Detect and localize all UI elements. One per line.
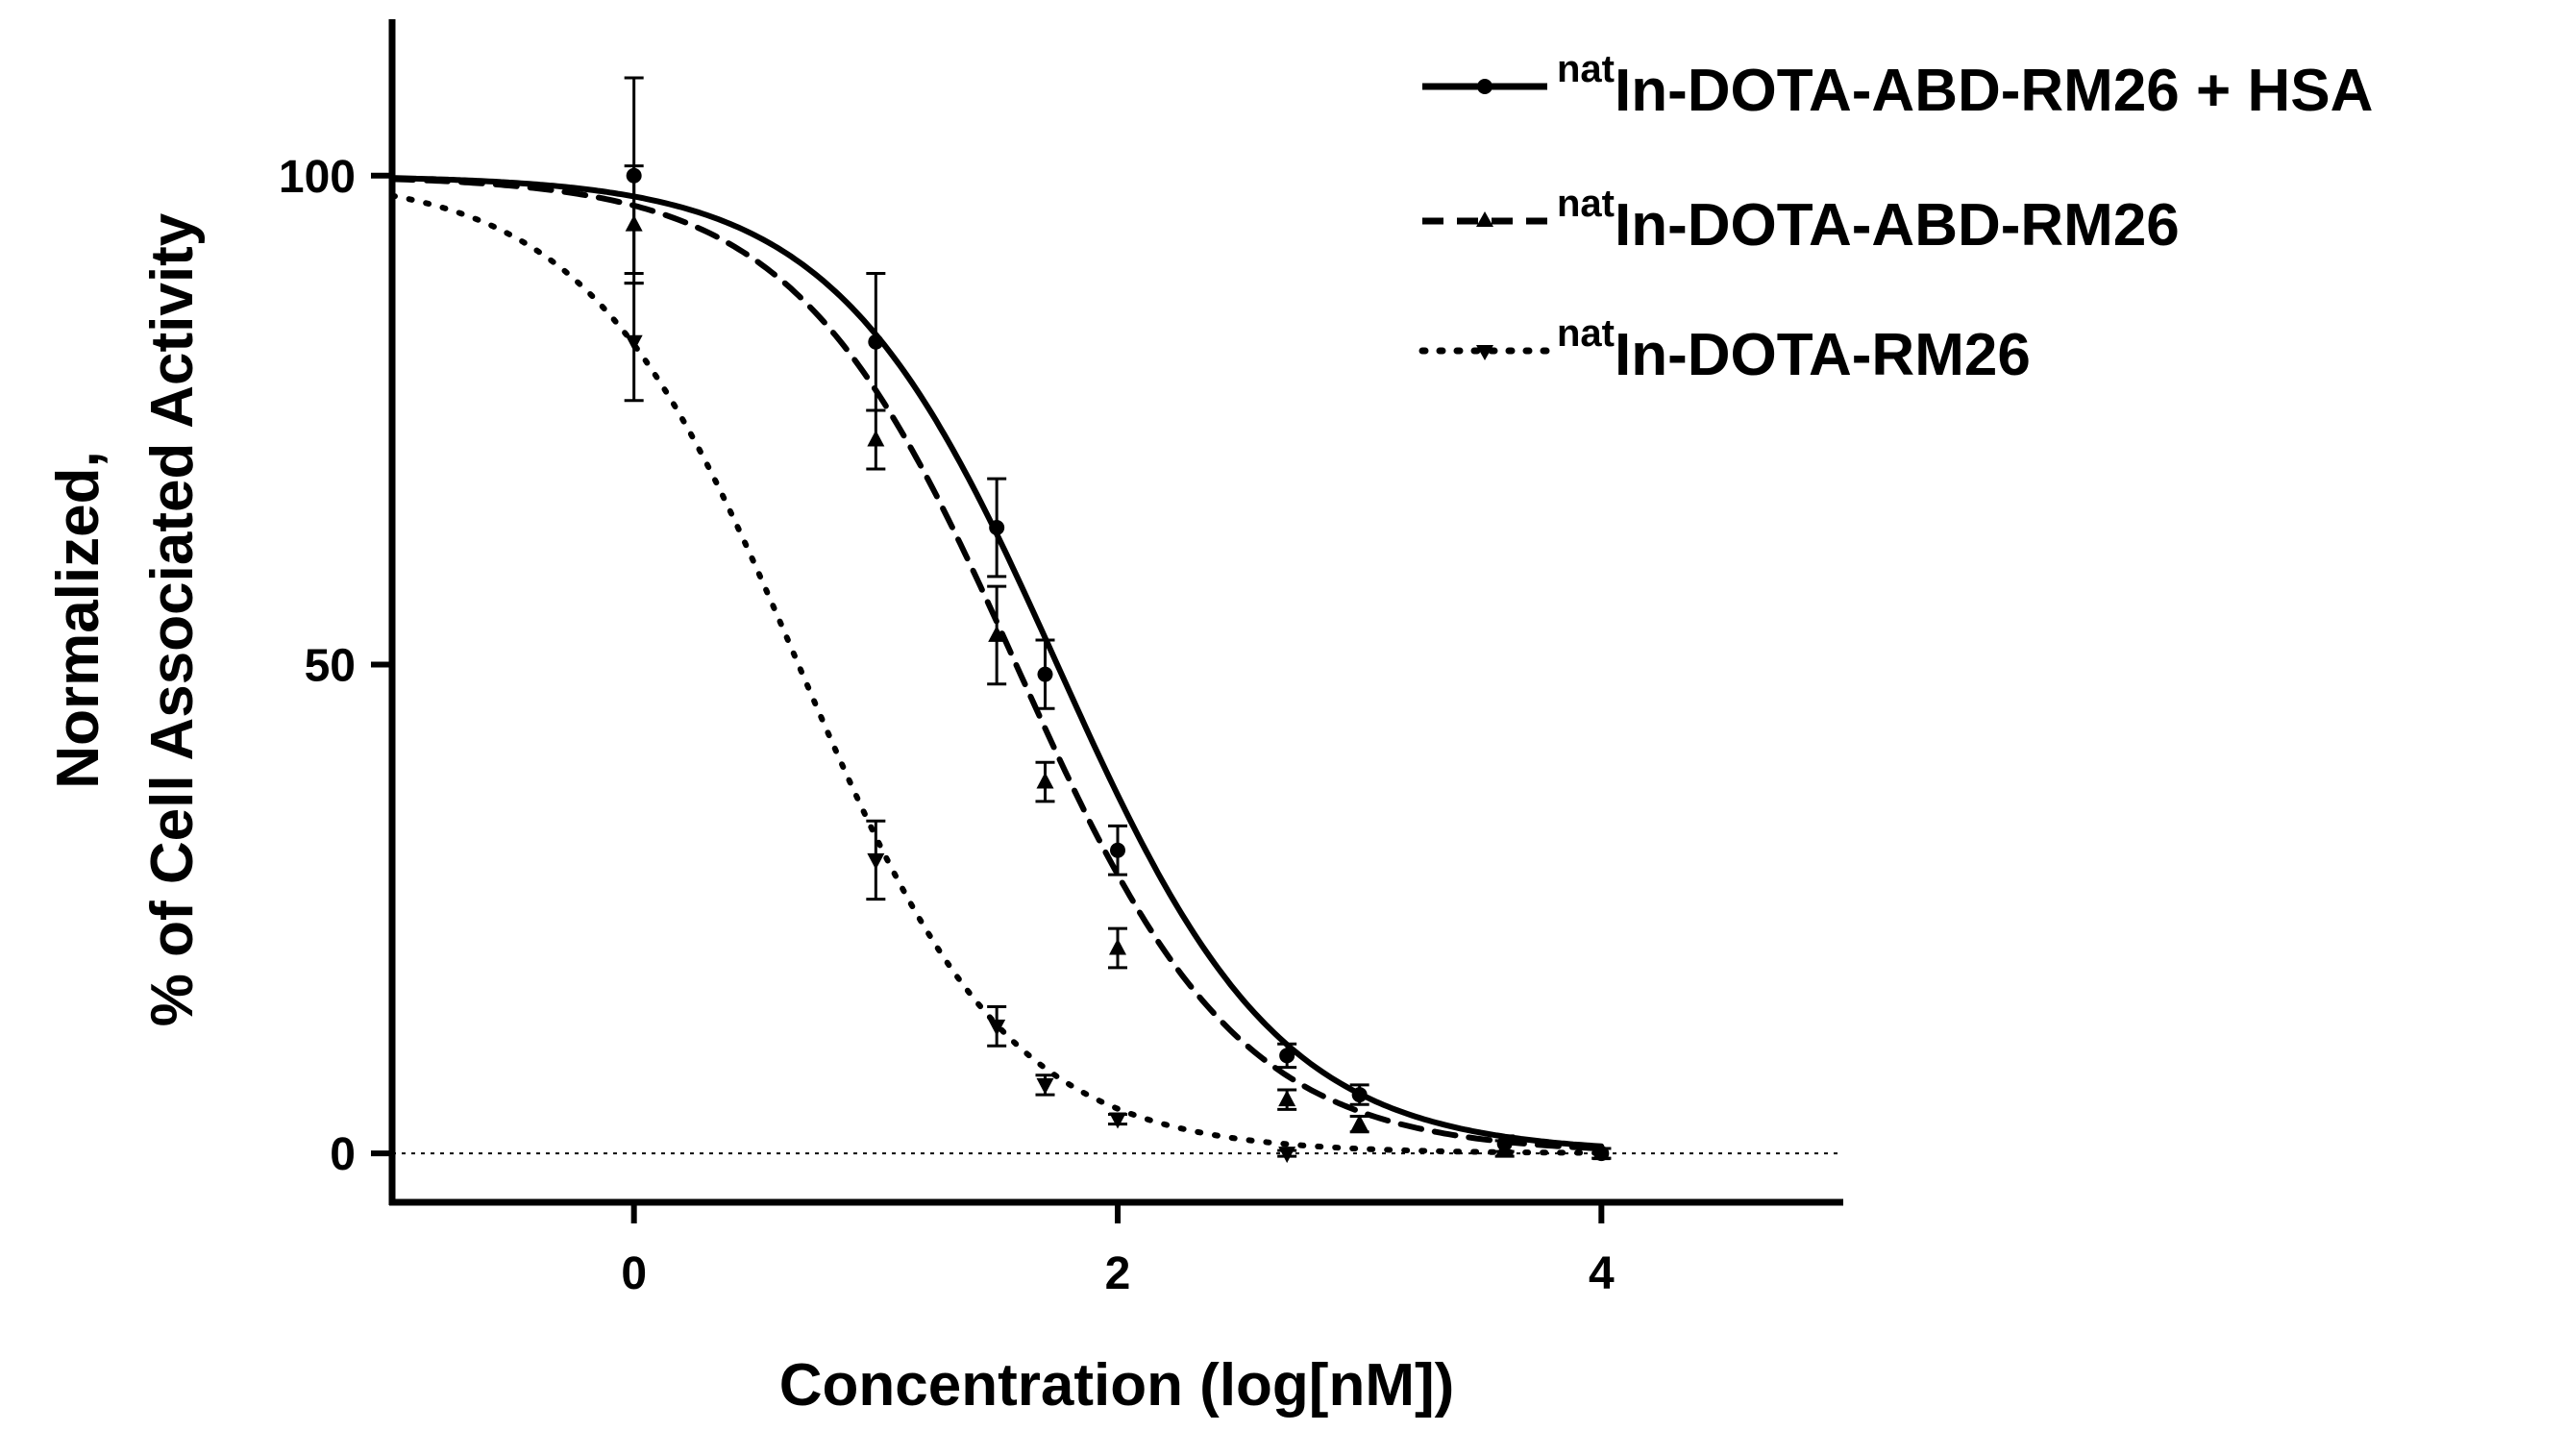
legend-superscript: nat — [1557, 183, 1615, 225]
data-point — [1109, 1112, 1126, 1129]
data-point — [1110, 842, 1125, 858]
x-tick-label: 0 — [621, 1248, 647, 1299]
data-point — [867, 430, 885, 447]
legend-text: In-DOTA-ABD-RM26 — [1615, 192, 2180, 259]
series-1 — [389, 164, 1612, 1161]
legend: natIn-DOTA-ABD-RM26 + HSA natIn-DOTA-ABD… — [1418, 48, 2373, 388]
y-axis-title-line-2: % of Cell Associated Activity — [139, 212, 206, 1026]
legend-item-rm26: natIn-DOTA-RM26 — [1418, 312, 2031, 388]
data-point — [1036, 1077, 1054, 1095]
legend-label: natIn-DOTA-ABD-RM26 + HSA — [1557, 48, 2373, 124]
data-point — [1278, 1147, 1296, 1164]
data-point — [625, 214, 643, 232]
plot-area — [389, 76, 1612, 1164]
x-tick-label: 4 — [1589, 1248, 1615, 1299]
data-point — [1592, 1144, 1611, 1161]
data-point — [989, 520, 1005, 536]
data-point — [625, 334, 643, 352]
legend-swatch-marker — [1477, 79, 1492, 94]
data-point — [1279, 1048, 1295, 1064]
legend-label: natIn-DOTA-ABD-RM26 — [1557, 183, 2180, 259]
data-point — [1037, 666, 1053, 682]
legend-label: natIn-DOTA-RM26 — [1557, 312, 2031, 388]
y-axis-title-line-1: Normalized, — [45, 451, 111, 788]
legend-superscript: nat — [1557, 48, 1615, 90]
x-tick-label: 2 — [1105, 1248, 1131, 1299]
legend-superscript: nat — [1557, 312, 1615, 355]
series-0 — [389, 76, 1612, 1162]
data-point — [1278, 1090, 1296, 1107]
data-point — [868, 333, 884, 350]
data-point — [988, 1019, 1006, 1036]
legend-swatch-marker — [1476, 345, 1493, 360]
y-tick-label: 50 — [305, 640, 356, 691]
data-point — [1109, 938, 1126, 955]
data-point — [867, 852, 885, 870]
x-axis-title: Concentration (log[nM]) — [779, 1352, 1455, 1419]
series-fit-curve — [389, 192, 1605, 1156]
data-point — [1350, 1114, 1369, 1131]
ticks: 0 2 4 0 50 100 — [279, 152, 1615, 1299]
data-point — [1351, 1087, 1368, 1103]
legend-item-hsa: natIn-DOTA-ABD-RM26 + HSA — [1422, 48, 2373, 124]
data-point — [1036, 772, 1054, 789]
legend-text: In-DOTA-RM26 — [1615, 322, 2031, 388]
legend-text: In-DOTA-ABD-RM26 + HSA — [1615, 58, 2373, 124]
y-tick-label: 100 — [279, 152, 356, 203]
data-point — [988, 625, 1006, 642]
legend-swatch-marker — [1476, 211, 1493, 227]
legend-item-abd: natIn-DOTA-ABD-RM26 — [1422, 183, 2180, 259]
y-tick-label: 0 — [330, 1129, 356, 1180]
series-2 — [389, 192, 1605, 1164]
